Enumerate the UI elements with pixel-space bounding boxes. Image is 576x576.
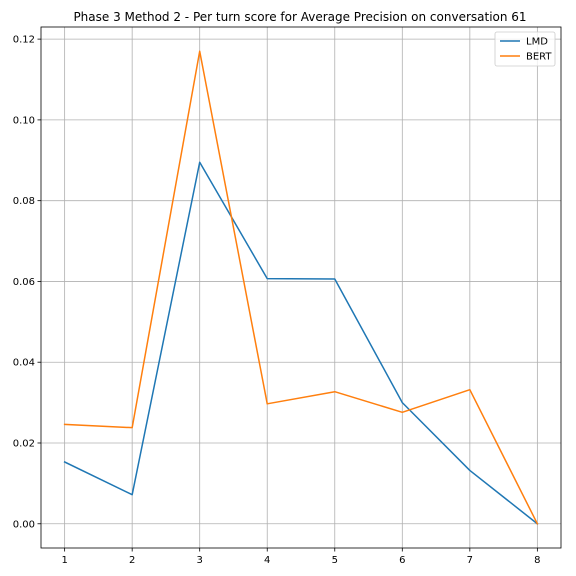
plot-area-frame — [40, 26, 562, 549]
x-tick-label: 5 — [332, 555, 338, 566]
legend: LMD BERT — [494, 31, 556, 67]
x-tick-label: 6 — [399, 555, 405, 566]
chart-title: Phase 3 Method 2 - Per turn score for Av… — [73, 10, 526, 24]
x-tick-label: 2 — [129, 555, 135, 566]
legend-label-lmd: LMD — [526, 37, 548, 48]
y-tick-label: 0.10 — [13, 115, 35, 126]
series-line-lmd — [63, 161, 539, 525]
x-tick-label: 3 — [197, 555, 203, 566]
y-tick-label: 0.04 — [13, 358, 35, 369]
x-tick-label: 8 — [534, 555, 540, 566]
y-tick-label: 0.12 — [13, 35, 35, 46]
y-tick-label: 0.00 — [13, 519, 35, 530]
series-lines — [63, 50, 539, 525]
legend-label-bert: BERT — [526, 52, 552, 63]
y-tick-label: 0.02 — [13, 438, 35, 449]
x-tick-label: 4 — [264, 555, 270, 566]
y-tick-label: 0.08 — [13, 196, 35, 207]
x-tick-label: 7 — [467, 555, 473, 566]
x-tick-label: 1 — [61, 555, 67, 566]
y-tick-label: 0.06 — [13, 277, 35, 288]
grid — [41, 27, 561, 548]
axis-ticks: 1 2 3 4 5 6 7 8 0.00 0.02 0.04 0.06 0.08 0.10 0.12 — [13, 35, 541, 566]
series-line-bert — [63, 50, 539, 525]
